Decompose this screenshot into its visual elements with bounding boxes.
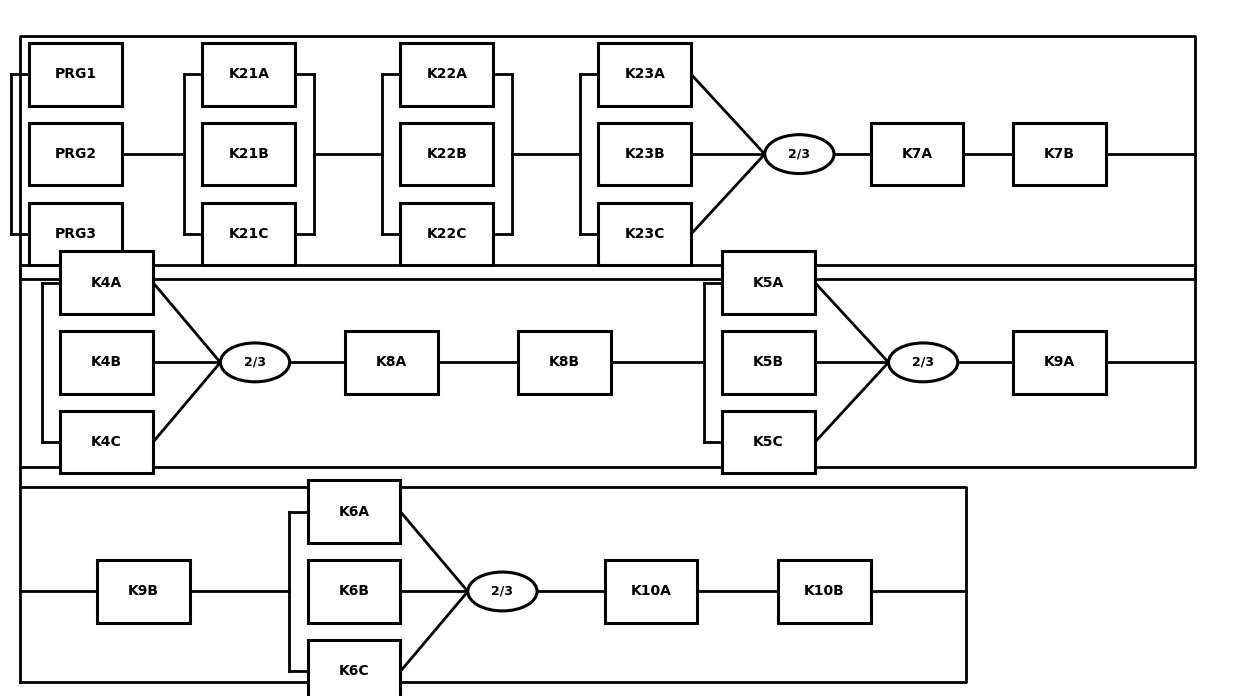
FancyBboxPatch shape (401, 43, 494, 105)
Text: K22A: K22A (427, 68, 467, 82)
Text: K4A: K4A (91, 275, 123, 289)
FancyBboxPatch shape (401, 123, 494, 185)
FancyBboxPatch shape (401, 203, 494, 265)
Text: K5B: K5B (753, 355, 784, 369)
FancyBboxPatch shape (599, 203, 691, 265)
Circle shape (889, 343, 957, 382)
FancyBboxPatch shape (308, 640, 401, 697)
FancyBboxPatch shape (30, 43, 122, 105)
Circle shape (221, 343, 290, 382)
Text: K7B: K7B (1044, 147, 1075, 161)
FancyBboxPatch shape (30, 123, 122, 185)
Text: K5A: K5A (753, 275, 784, 289)
Text: K22B: K22B (427, 147, 467, 161)
FancyBboxPatch shape (722, 331, 815, 394)
Text: 2/3: 2/3 (789, 148, 811, 160)
FancyBboxPatch shape (308, 560, 401, 622)
FancyBboxPatch shape (61, 411, 153, 473)
Text: K21B: K21B (228, 147, 269, 161)
FancyBboxPatch shape (605, 560, 697, 622)
Text: K6C: K6C (339, 664, 370, 678)
FancyBboxPatch shape (308, 480, 401, 543)
Text: K10A: K10A (630, 585, 671, 599)
Text: PRG1: PRG1 (55, 68, 97, 82)
Text: K8A: K8A (376, 355, 407, 369)
FancyBboxPatch shape (202, 203, 295, 265)
FancyBboxPatch shape (61, 252, 153, 314)
FancyBboxPatch shape (1013, 123, 1106, 185)
FancyBboxPatch shape (61, 331, 153, 394)
FancyBboxPatch shape (202, 123, 295, 185)
FancyBboxPatch shape (202, 43, 295, 105)
Text: K10B: K10B (804, 585, 844, 599)
Text: K23C: K23C (625, 227, 665, 241)
FancyBboxPatch shape (1013, 331, 1106, 394)
FancyBboxPatch shape (870, 123, 963, 185)
Text: K7A: K7A (901, 147, 932, 161)
Circle shape (467, 572, 537, 611)
FancyBboxPatch shape (345, 331, 438, 394)
Text: K9A: K9A (1044, 355, 1075, 369)
Text: K21C: K21C (228, 227, 269, 241)
Text: K4C: K4C (92, 435, 122, 450)
Text: K9B: K9B (128, 585, 159, 599)
FancyBboxPatch shape (30, 203, 122, 265)
Text: K23A: K23A (624, 68, 665, 82)
FancyBboxPatch shape (777, 560, 870, 622)
Text: K23B: K23B (625, 147, 665, 161)
Text: K6B: K6B (339, 585, 370, 599)
Text: K4B: K4B (91, 355, 122, 369)
Text: 2/3: 2/3 (913, 356, 934, 369)
Circle shape (765, 135, 835, 174)
Text: PRG3: PRG3 (55, 227, 97, 241)
Text: K21A: K21A (228, 68, 269, 82)
Text: K6A: K6A (339, 505, 370, 519)
FancyBboxPatch shape (722, 411, 815, 473)
FancyBboxPatch shape (722, 252, 815, 314)
FancyBboxPatch shape (599, 43, 691, 105)
Text: K5C: K5C (753, 435, 784, 450)
FancyBboxPatch shape (518, 331, 611, 394)
Text: K22C: K22C (427, 227, 467, 241)
Text: 2/3: 2/3 (491, 585, 513, 598)
FancyBboxPatch shape (599, 123, 691, 185)
Text: 2/3: 2/3 (244, 356, 267, 369)
FancyBboxPatch shape (97, 560, 190, 622)
Text: PRG2: PRG2 (55, 147, 97, 161)
Text: K8B: K8B (549, 355, 580, 369)
